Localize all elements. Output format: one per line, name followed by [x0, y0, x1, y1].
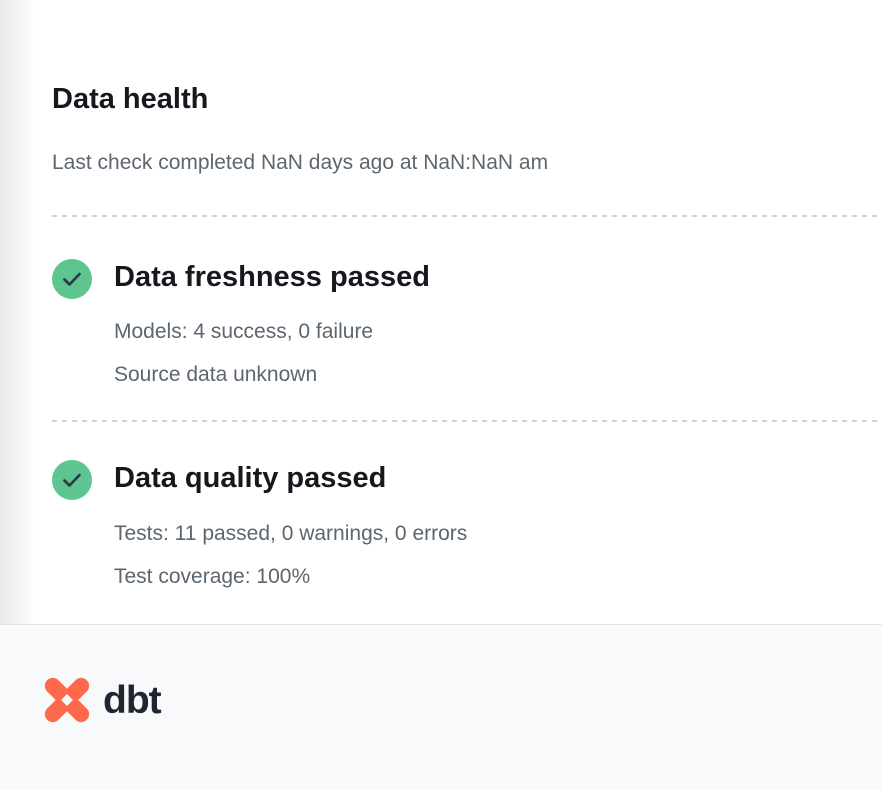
check-circle-icon: [52, 460, 92, 501]
data-quality-section: Data quality passed Tests: 11 passed, 0 …: [52, 460, 882, 589]
freshness-models-summary: Models: 4 success, 0 failure: [114, 320, 374, 344]
freshness-source-summary: Source data unknown: [114, 363, 318, 387]
dbt-wordmark: dbt: [103, 678, 162, 722]
data-health-content: Data health Last check completed NaN day…: [52, 83, 882, 589]
dbt-logo[interactable]: dbt: [42, 676, 162, 724]
checkmark-icon: [63, 272, 81, 286]
quality-heading: Data quality passed: [114, 462, 387, 495]
checkmark-icon: [63, 473, 81, 488]
data-freshness-section: Data freshness passed Models: 4 success,…: [52, 258, 882, 388]
last-check-status: Last check completed NaN days ago at NaN…: [52, 151, 549, 175]
quality-tests-summary: Tests: 11 passed, 0 warnings, 0 errors: [114, 521, 468, 545]
footer: dbt: [0, 624, 882, 790]
freshness-heading: Data freshness passed: [114, 260, 430, 293]
dbt-logo-icon: [44, 677, 90, 723]
quality-coverage-summary: Test coverage: 100%: [114, 564, 311, 588]
check-circle-icon: [52, 258, 92, 299]
page-title: Data health: [52, 83, 209, 115]
section-divider: [52, 214, 882, 217]
section-divider: [52, 420, 882, 423]
